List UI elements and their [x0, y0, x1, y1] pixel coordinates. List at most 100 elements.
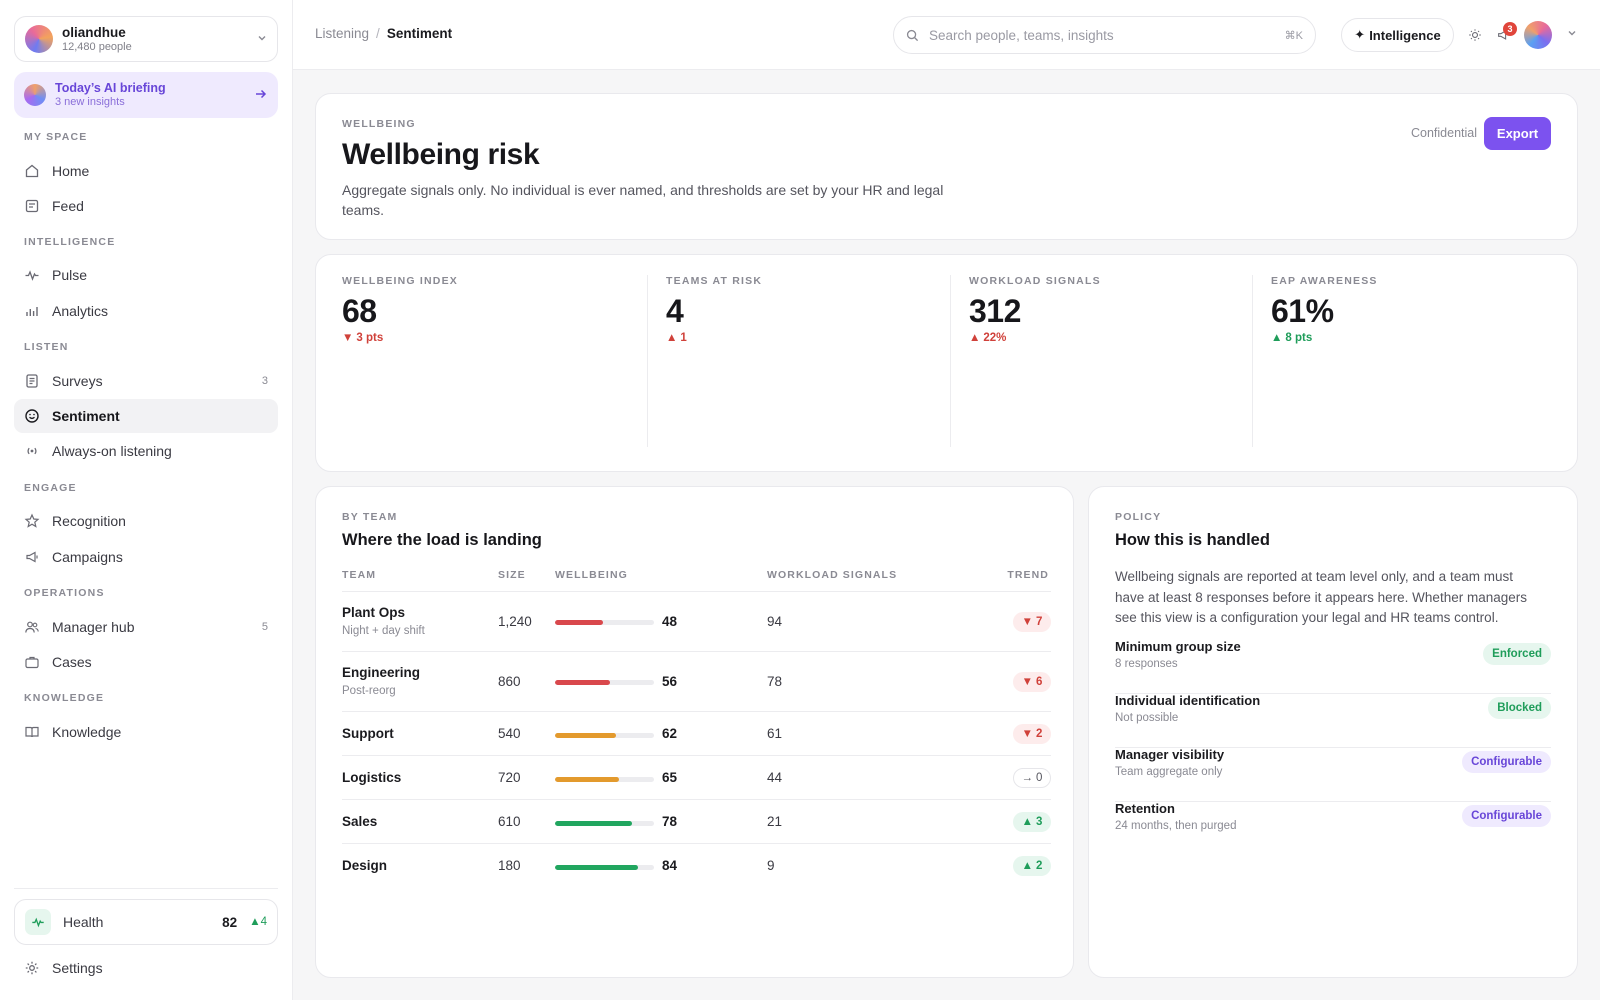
nav-item-home[interactable]: Home: [14, 154, 278, 188]
avatar[interactable]: [1524, 21, 1552, 49]
home-icon: [24, 163, 40, 179]
section-operations: OPERATIONS: [24, 587, 105, 599]
team-size: 180: [498, 858, 521, 873]
nav-item-cases[interactable]: Cases: [14, 645, 278, 679]
team-name: Plant Ops: [342, 605, 406, 620]
triangle-down-icon: ▼: [342, 332, 354, 344]
export-button[interactable]: Export: [1484, 117, 1551, 150]
trend-value: 2: [1035, 728, 1043, 740]
arrow-right-icon: [254, 87, 268, 104]
by-team-card: BY TEAM Where the load is landing TEAM S…: [315, 486, 1074, 978]
triangle-up-icon: ▲: [666, 332, 678, 344]
policy-item-name: Individual identification: [1115, 693, 1261, 708]
wellbeing-bar-fill: [555, 733, 617, 738]
page-eyebrow: WELLBEING: [342, 118, 416, 130]
nav-label: Analytics: [52, 303, 109, 319]
table-row[interactable]: Plant Ops Night + day shift 1,240 48 94 ▼ 7: [342, 591, 1051, 651]
trend-value: 6: [1035, 676, 1043, 688]
kpi-delta: ▲ 8 pts: [1271, 332, 1551, 344]
megaphone-icon[interactable]: [1493, 25, 1513, 45]
trend-badge: ▼ 2: [1013, 724, 1051, 744]
by-team-title: Where the load is landing: [342, 531, 542, 549]
section-intelligence: INTELLIGENCE: [24, 236, 116, 248]
policy-item-name: Manager visibility: [1115, 747, 1225, 762]
breadcrumb-parent[interactable]: Listening: [315, 26, 370, 41]
nav-item-surveys[interactable]: Surveys 3: [14, 364, 278, 398]
nav-label: Feed: [52, 198, 84, 214]
theme-toggle-icon[interactable]: [1465, 25, 1485, 45]
column-header-size[interactable]: SIZE: [498, 569, 526, 581]
nav-label: Sentiment: [52, 408, 120, 424]
nav-item-always-on-listening[interactable]: Always-on listening: [14, 434, 278, 468]
policy-card: POLICY How this is handled Wellbeing sig…: [1088, 486, 1578, 978]
breadcrumb: Listening / Sentiment: [315, 26, 452, 41]
workload-signals: 61: [767, 726, 783, 741]
topbar: Listening / Sentiment Search people, teams…: [293, 0, 1600, 70]
wellbeing-bar: [555, 821, 654, 826]
team-name: Engineering: [342, 665, 421, 680]
triangle-up-icon: ▲: [1021, 860, 1033, 872]
table-row[interactable]: Engineering Post-reorg 860 56 78 ▼ 6: [342, 651, 1051, 711]
table-row[interactable]: Design 180 84 9 ▲ 2: [342, 843, 1051, 887]
arrow-right-icon: →: [1021, 772, 1034, 784]
kpi-value: 68: [342, 293, 377, 329]
table-row[interactable]: Logistics 720 65 44 → 0: [342, 755, 1051, 799]
intelligence-label: Intelligence: [1369, 27, 1441, 43]
nav-label: Recognition: [52, 513, 126, 529]
triangle-down-icon: ▼: [1021, 616, 1033, 628]
column-header-wellbeing[interactable]: WELLBEING: [555, 569, 628, 581]
trend-value: 0: [1036, 772, 1043, 784]
table-row[interactable]: Sales 610 78 21 ▲ 3: [342, 799, 1051, 843]
trend-badge: → 0: [1013, 768, 1051, 788]
nav-item-campaigns[interactable]: Campaigns: [14, 540, 278, 574]
wellbeing-bar-fill: [555, 620, 603, 625]
nav-item-settings[interactable]: Settings: [14, 951, 278, 985]
wellbeing-bar: [555, 777, 654, 782]
manager-hub-count: 5: [261, 621, 268, 633]
table-row[interactable]: Support 540 62 61 ▼ 2: [342, 711, 1051, 755]
wellbeing-score: 78: [662, 814, 678, 829]
search-input[interactable]: Search people, teams, insights ⌘K: [893, 16, 1316, 54]
nav-label: Knowledge: [52, 724, 122, 740]
nav-item-feed[interactable]: Feed: [14, 189, 278, 223]
nav-item-analytics[interactable]: Analytics: [14, 294, 278, 328]
wellbeing-score: 56: [662, 674, 678, 689]
nav-item-recognition[interactable]: Recognition: [14, 504, 278, 538]
health-delta-value: 4: [260, 916, 267, 928]
heartbeat-icon: [25, 909, 51, 935]
health-score: 82: [222, 914, 238, 930]
status-badge: Configurable: [1462, 751, 1551, 773]
kpi-delta-value: 8 pts: [1285, 332, 1313, 344]
survey-icon: [24, 373, 40, 389]
briefcase-icon: [24, 654, 40, 670]
nav-item-knowledge[interactable]: Knowledge: [14, 715, 278, 749]
intelligence-button[interactable]: ✦ Intelligence: [1341, 18, 1454, 52]
kpi-delta-value: 3 pts: [356, 332, 384, 344]
workspace-switcher[interactable]: oliandhue 12,480 people: [14, 16, 278, 62]
by-team-eyebrow: BY TEAM: [342, 511, 398, 523]
trend-badge: ▼ 7: [1013, 612, 1051, 632]
triangle-up-icon: ▲: [249, 916, 261, 928]
nav-item-manager-hub[interactable]: Manager hub 5: [14, 610, 278, 644]
column-header-trend[interactable]: TREND: [1007, 569, 1049, 581]
health-widget[interactable]: Health 82 ▲4: [14, 899, 278, 945]
policy-item-detail: Team aggregate only: [1115, 766, 1223, 778]
nav-label: Cases: [52, 654, 92, 670]
page-description: Aggregate signals only. No individual is…: [342, 182, 944, 218]
policy-item-detail: 24 months, then purged: [1115, 820, 1237, 832]
broadcast-icon: [24, 443, 40, 459]
wellbeing-bar: [555, 620, 654, 625]
column-header-team[interactable]: TEAM: [342, 569, 377, 581]
users-icon: [24, 619, 40, 635]
breadcrumb-current: Sentiment: [386, 26, 453, 41]
wellbeing-score: 84: [662, 858, 678, 873]
column-header-workload[interactable]: WORKLOAD SIGNALS: [767, 569, 898, 581]
feed-icon: [24, 198, 40, 214]
nav-item-sentiment[interactable]: Sentiment: [14, 399, 278, 433]
kpi-label: WELLBEING INDEX: [342, 275, 459, 287]
kpi-delta: ▼ 3 pts: [342, 332, 632, 344]
nav-item-pulse[interactable]: Pulse: [14, 258, 278, 292]
chevron-down-icon[interactable]: [1567, 28, 1577, 41]
briefing-title: Today’s AI briefing: [55, 81, 166, 95]
ai-briefing-card[interactable]: Today’s AI briefing 3 new insights: [14, 72, 278, 118]
